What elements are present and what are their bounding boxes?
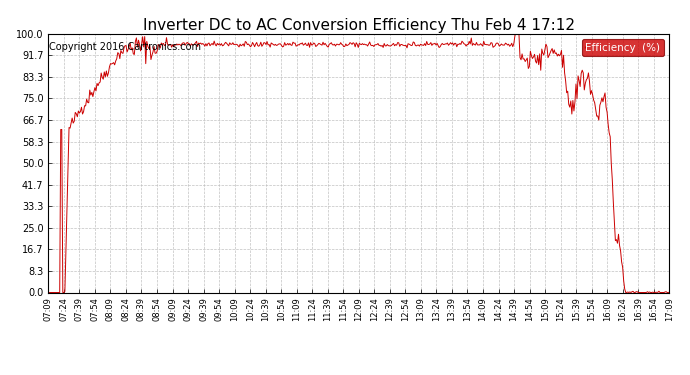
Legend: Efficiency  (%): Efficiency (%) [582, 39, 664, 56]
Title: Inverter DC to AC Conversion Efficiency Thu Feb 4 17:12: Inverter DC to AC Conversion Efficiency … [143, 18, 575, 33]
Text: Copyright 2016 Cartronics.com: Copyright 2016 Cartronics.com [49, 42, 201, 51]
